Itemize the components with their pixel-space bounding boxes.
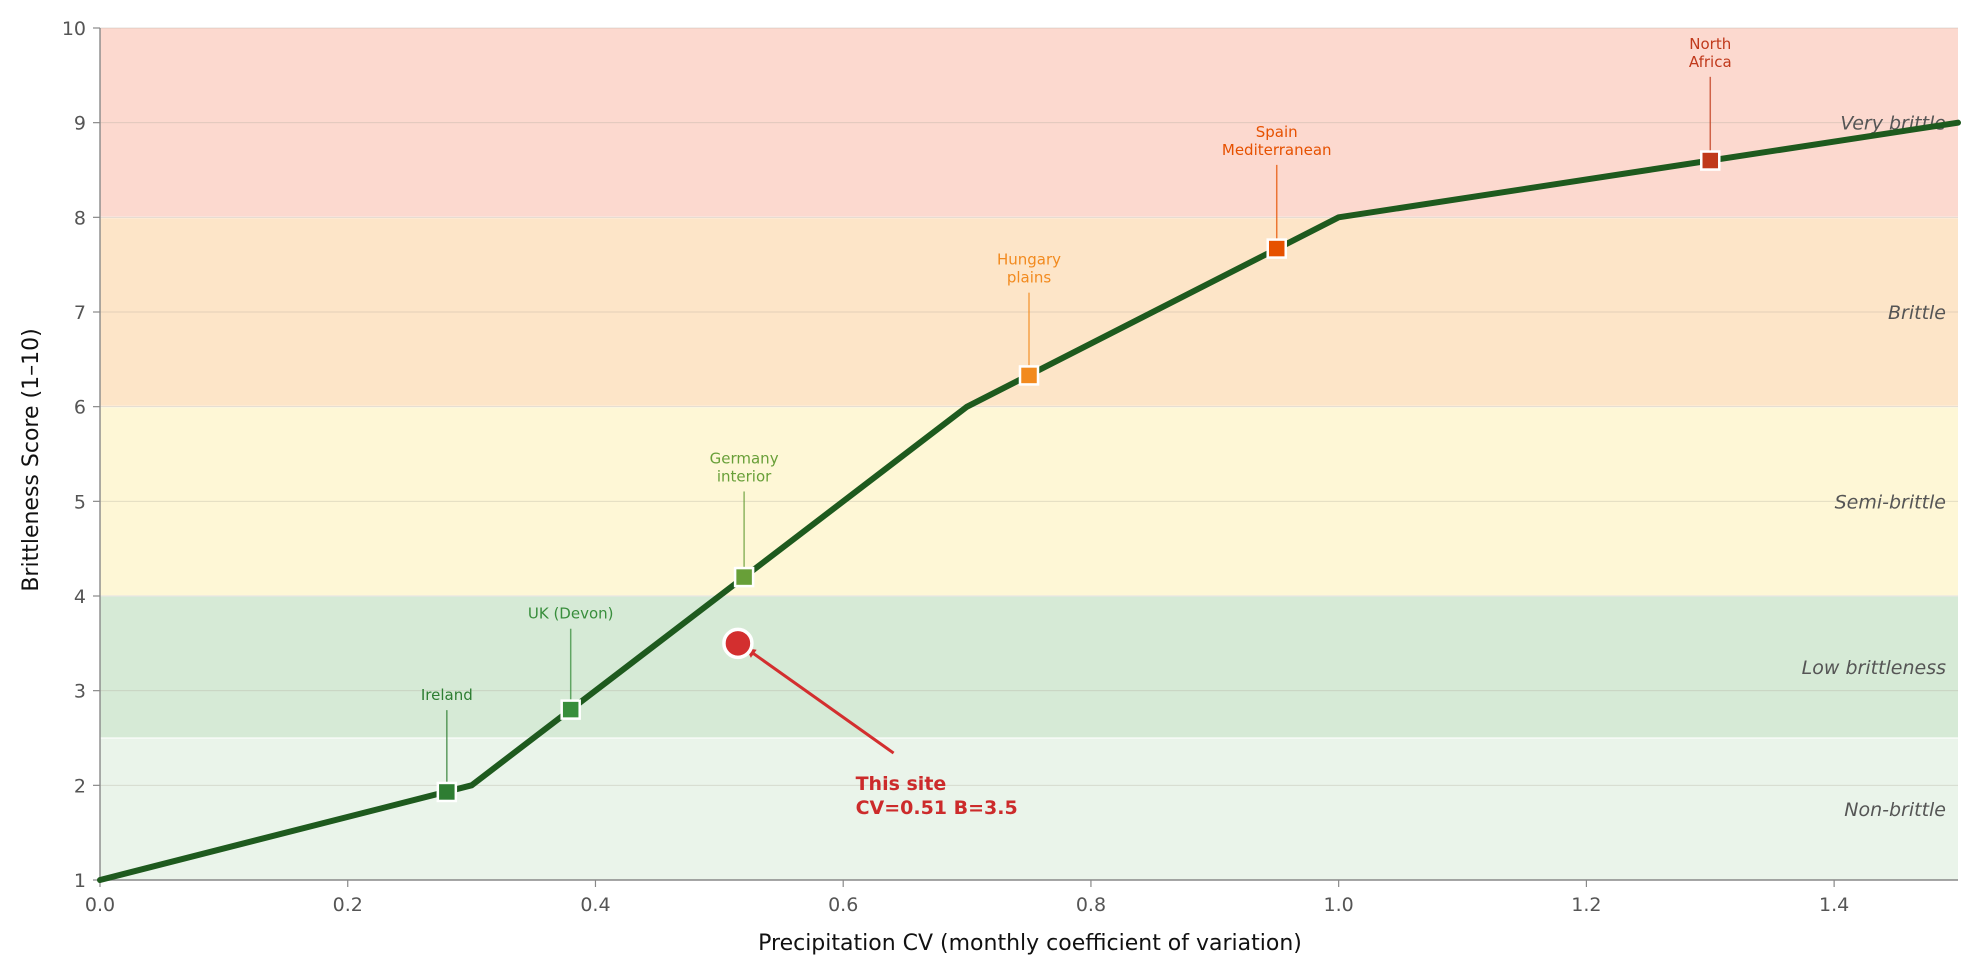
highlight-label: This site CV=0.51 B=3.5 (856, 773, 1018, 819)
x-tick-label: 0.8 (1076, 894, 1106, 916)
band-2 (100, 406, 1958, 596)
reference-point-4 (1266, 238, 1287, 259)
y-tick-label: 6 (74, 397, 86, 419)
highlight-point (722, 627, 754, 660)
y-axis-title: Brittleness Score (1–10) (19, 328, 44, 591)
y-tick-label: 9 (74, 113, 86, 135)
band-0 (100, 738, 1958, 880)
y-tick-label: 5 (74, 491, 86, 513)
band-label-1: Low brittleness (1802, 657, 1946, 679)
reference-point-2 (733, 566, 755, 588)
y-tick-label: 8 (74, 207, 86, 229)
reference-point-label-3: Hungary plains (997, 251, 1061, 287)
x-tick-label: 1.0 (1324, 894, 1354, 916)
reference-point-label-4: Spain Mediterranean (1222, 123, 1332, 159)
reference-point-5 (1700, 150, 1721, 171)
reference-point-label-0: Ireland (421, 686, 473, 704)
reference-point-label-5: North Africa (1689, 35, 1732, 71)
band-4 (100, 28, 1958, 218)
reference-point-label-2: Germany interior (710, 449, 779, 485)
x-tick-label: 0.2 (333, 894, 363, 916)
reference-point-0 (436, 781, 458, 803)
reference-point-1 (560, 699, 581, 720)
x-tick-label: 0.0 (85, 894, 115, 916)
x-axis-title: Precipitation CV (monthly coefficient of… (758, 931, 1302, 956)
y-tick-label: 2 (74, 775, 86, 797)
highlight-arrow (745, 648, 895, 755)
y-tick-label: 7 (74, 302, 86, 324)
x-tick-label: 1.2 (1571, 894, 1601, 916)
reference-point-label-1: UK (Devon) (528, 605, 614, 623)
y-tick-label: 3 (74, 681, 86, 703)
y-tick-label: 4 (74, 586, 86, 608)
y-tick-label: 10 (62, 18, 86, 40)
y-tick-label: 1 (74, 870, 86, 892)
series-line-0 (97, 119, 1961, 883)
reference-point-3 (1018, 365, 1040, 386)
band-label-3: Brittle (1888, 302, 1946, 324)
x-tick-label: 0.4 (580, 894, 610, 916)
band-1 (100, 596, 1958, 738)
band-label-2: Semi-brittle (1835, 491, 1946, 513)
x-tick-label: 1.4 (1819, 894, 1849, 916)
band-label-0: Non-brittle (1844, 799, 1946, 821)
x-tick-label: 0.6 (828, 894, 858, 916)
